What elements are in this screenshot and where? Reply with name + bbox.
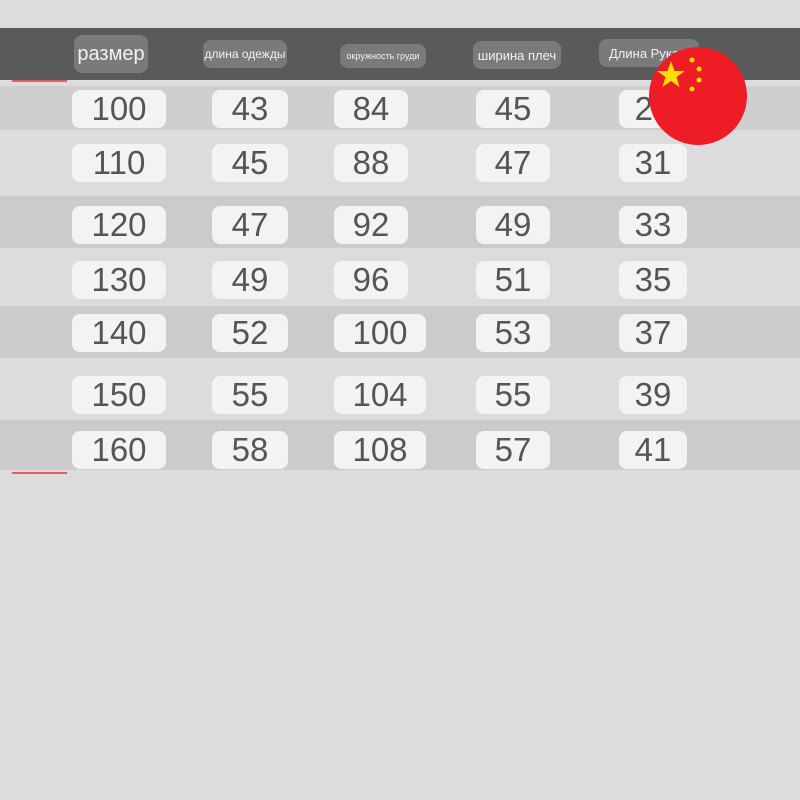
- table-cell: 100: [72, 90, 166, 128]
- table-cell: 51: [476, 261, 550, 299]
- table-cell: 110: [72, 144, 166, 182]
- table-cell: 140: [72, 314, 166, 352]
- table-cell: 31: [619, 144, 687, 182]
- china-flag-icon: [649, 47, 747, 145]
- table-cell: 104: [334, 376, 426, 414]
- table-cell: 58: [212, 431, 288, 469]
- table-cell: 84: [334, 90, 408, 128]
- header-length: длина одежды: [203, 40, 287, 68]
- table-row: 130 49 96 51 35: [0, 261, 800, 301]
- table-cell: 35: [619, 261, 687, 299]
- table-cell: 88: [334, 144, 408, 182]
- table-row: 110 45 88 47 31: [0, 144, 800, 184]
- table-cell: 47: [476, 144, 550, 182]
- table-cell: 49: [212, 261, 288, 299]
- table-cell: 160: [72, 431, 166, 469]
- table-cell: 43: [212, 90, 288, 128]
- table-row: 120 47 92 49 33: [0, 206, 800, 246]
- table-cell: 39: [619, 376, 687, 414]
- table-row: 10043844529: [0, 90, 800, 130]
- table-row: 160 58 108 57 41: [0, 431, 800, 471]
- table-cell: 55: [476, 376, 550, 414]
- header-shoulder: ширина плеч: [473, 41, 561, 69]
- table-cell: 47: [212, 206, 288, 244]
- table-cell: 108: [334, 431, 426, 469]
- table-cell: 53: [476, 314, 550, 352]
- table-row: 150 55 104 55 39: [0, 376, 800, 416]
- large-star: [657, 61, 685, 87]
- table-cell: 37: [619, 314, 687, 352]
- decorative-line: [12, 80, 67, 82]
- table-cell: 120: [72, 206, 166, 244]
- decorative-line: [12, 472, 67, 474]
- header-chest: окружность груди: [340, 44, 426, 68]
- table-cell: 33: [619, 206, 687, 244]
- table-cell: 55: [212, 376, 288, 414]
- table-cell: 96: [334, 261, 408, 299]
- table-cell: 45: [476, 90, 550, 128]
- table-cell: 52: [212, 314, 288, 352]
- table-row: 140 52 100 53 37: [0, 314, 800, 354]
- table-cell: 45: [212, 144, 288, 182]
- table-cell: 130: [72, 261, 166, 299]
- header-size: размер: [74, 35, 148, 73]
- table-cell: 49: [476, 206, 550, 244]
- table-cell: 100: [334, 314, 426, 352]
- table-cell: 41: [619, 431, 687, 469]
- table-cell: 57: [476, 431, 550, 469]
- table-cell: 92: [334, 206, 408, 244]
- table-cell: 150: [72, 376, 166, 414]
